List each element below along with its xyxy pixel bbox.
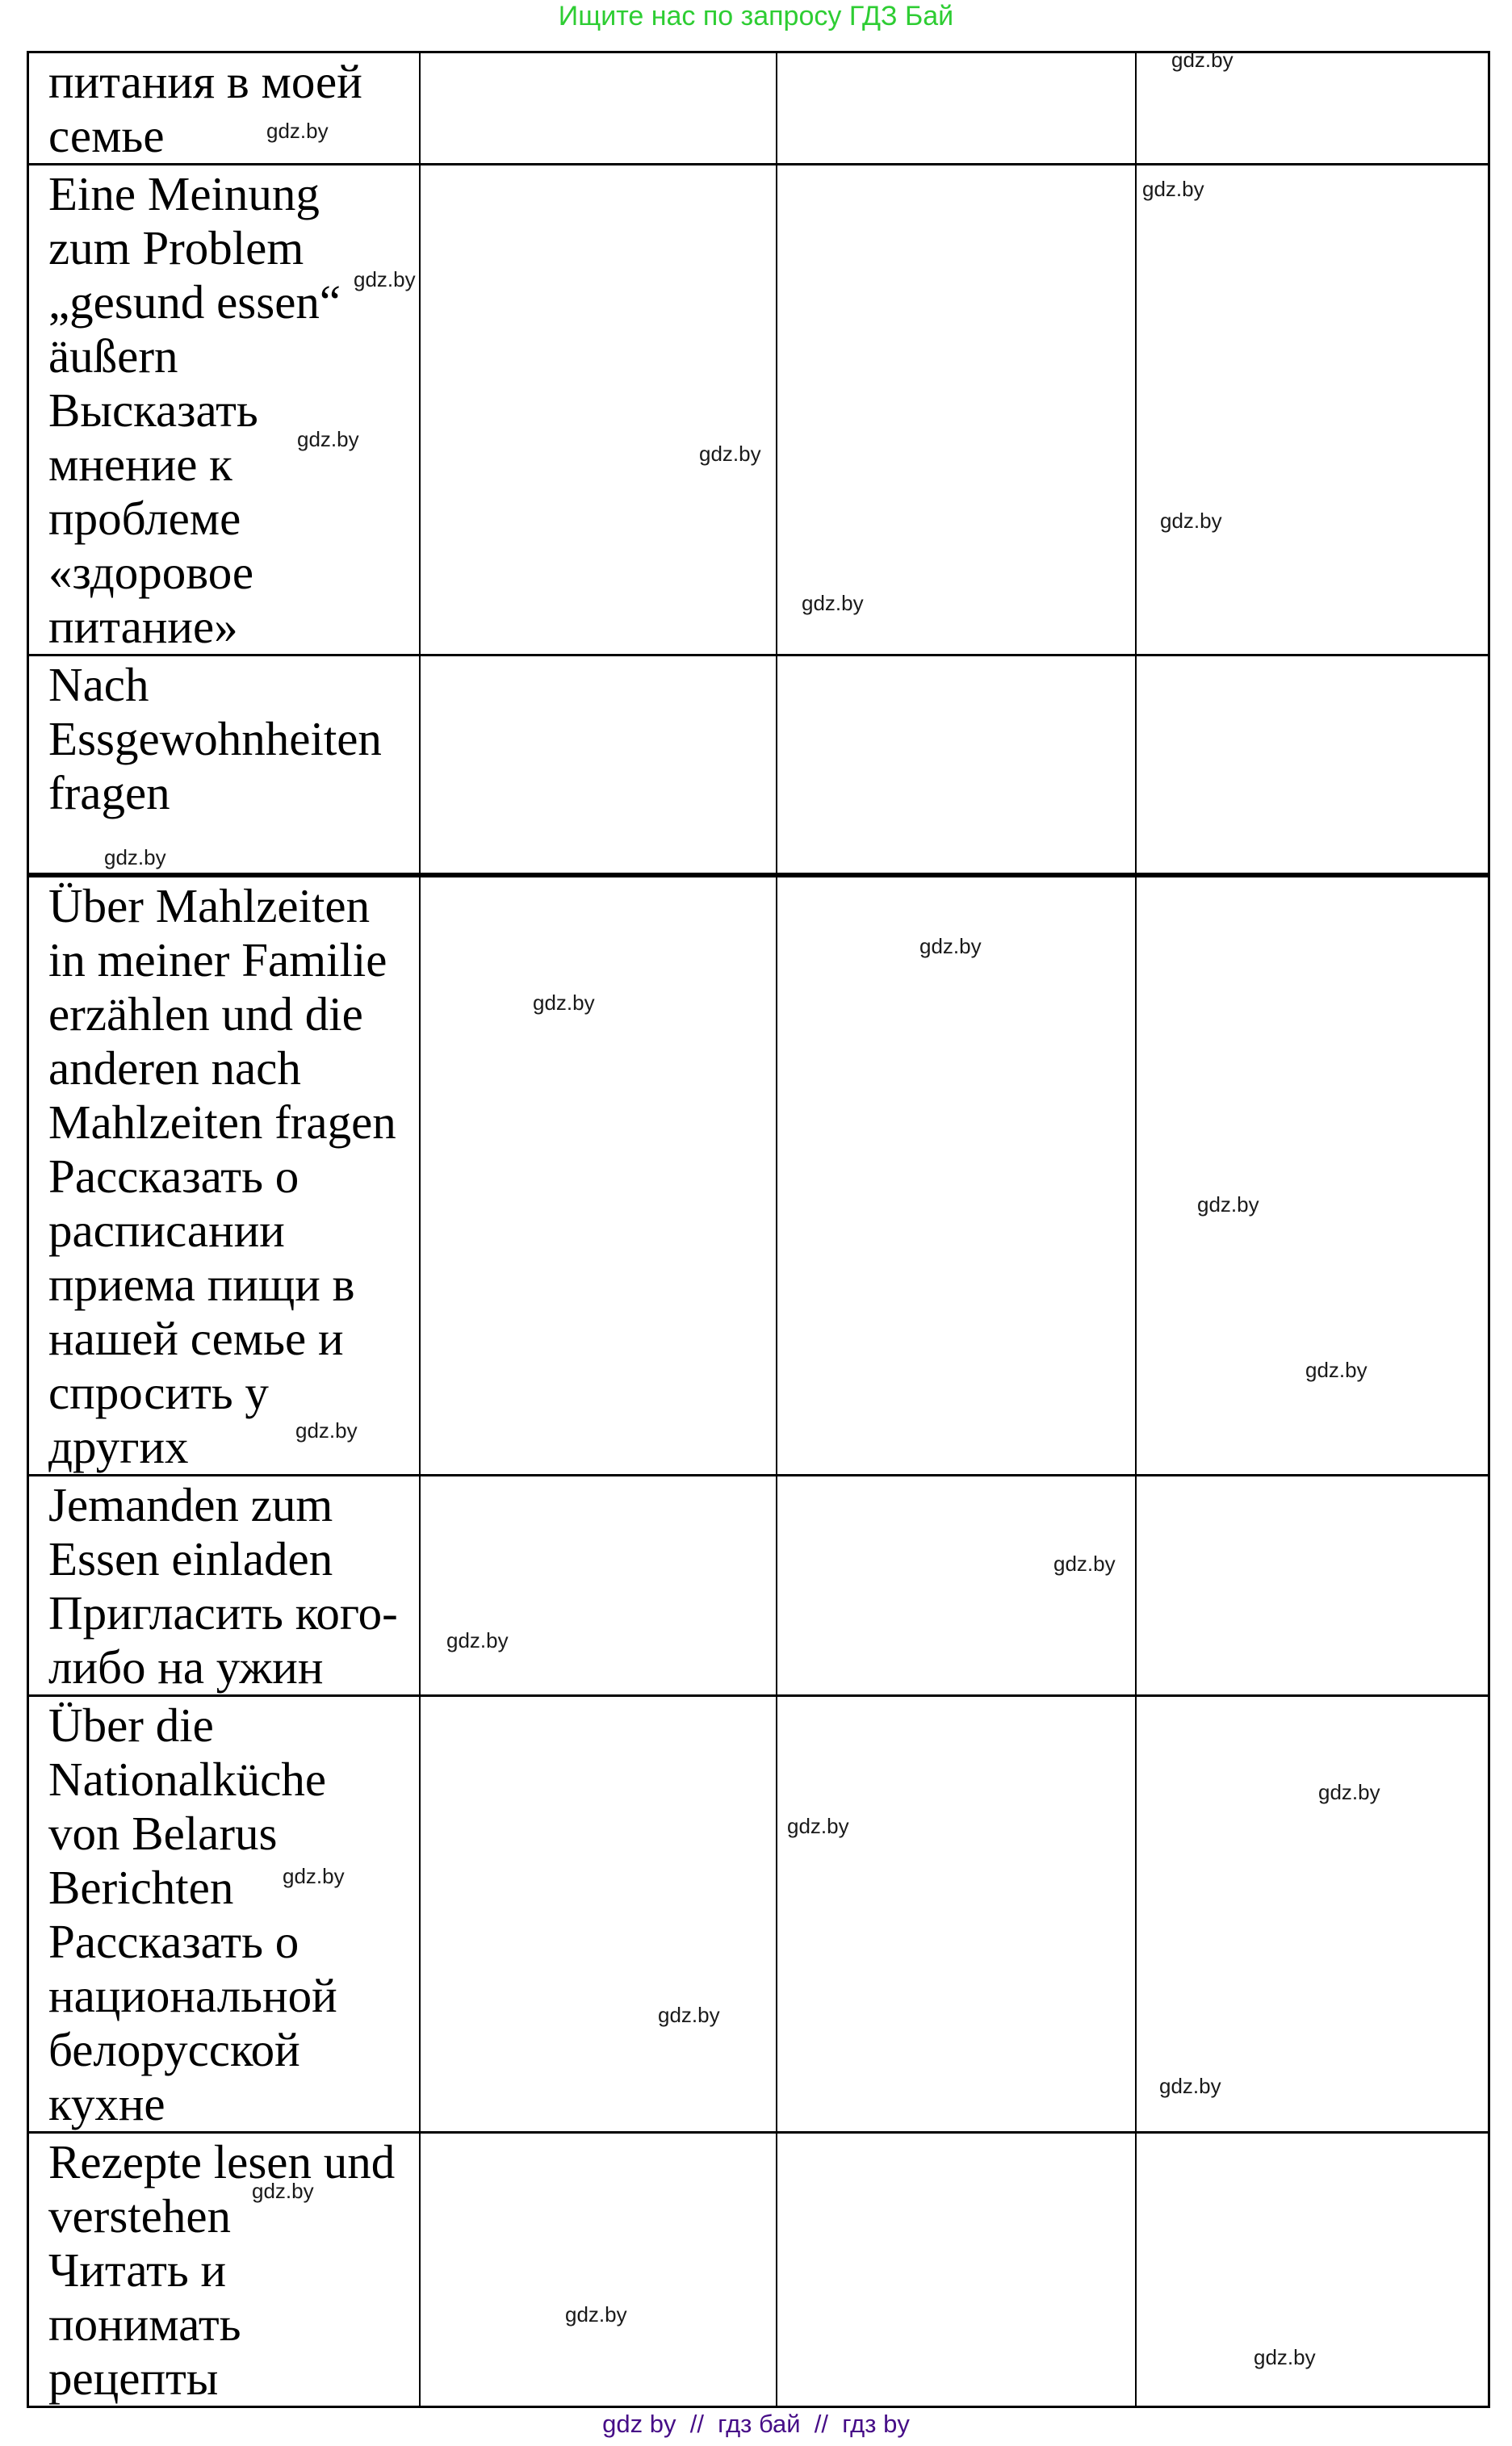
table-cell: [775, 872, 1137, 1476]
table-cell: [1134, 872, 1490, 1476]
table-cell: [418, 654, 777, 876]
table-cell: [1134, 51, 1490, 165]
table-cell: Jemanden zum Essen einladen Пригласить к…: [27, 1473, 421, 1697]
table-cell: [418, 872, 777, 1476]
table-cell: Eine Meinung zum Problem „gesund essen“ …: [27, 163, 421, 656]
table-cell: питания в моей семье: [27, 51, 421, 165]
table-row: Über die Nationalküche von Belarus Beric…: [27, 1694, 1490, 2134]
table-row: Eine Meinung zum Problem „gesund essen“ …: [27, 163, 1490, 656]
table-cell: [418, 51, 777, 165]
table-cell: Rezepte lesen und verstehen Читать и пон…: [27, 2130, 421, 2408]
table-row: питания в моей семье: [27, 51, 1490, 165]
schedule-table: питания в моей семье Eine Meinung zum Pr…: [27, 51, 1490, 2408]
table-cell: Nach Essgewohnheiten fragen: [27, 654, 421, 876]
table-cell: [1134, 654, 1490, 876]
table-row: Nach Essgewohnheiten fragen: [27, 654, 1490, 876]
table-cell: Über die Nationalküche von Belarus Beric…: [27, 1694, 421, 2134]
footer-text: gdz by // гдз бай // гдз by: [602, 2410, 910, 2438]
page-header-text: Ищите нас по запросу ГДЗ Бай: [558, 1, 954, 31]
table-cell: [1134, 2130, 1490, 2408]
table-cell: [418, 1694, 777, 2134]
table-cell: [775, 654, 1137, 876]
table-cell: [775, 163, 1137, 656]
table-row: Rezepte lesen und verstehen Читать и пон…: [27, 2130, 1490, 2408]
table-cell: [418, 2130, 777, 2408]
table-cell: [775, 1694, 1137, 2134]
table-cell: Über Mahlzeiten in meiner Familie erzähl…: [27, 872, 421, 1476]
table-cell: [775, 51, 1137, 165]
table-cell: [775, 2130, 1137, 2408]
table-cell: [1134, 163, 1490, 656]
table-cell: [418, 163, 777, 656]
table-cell: [418, 1473, 777, 1697]
table-row: Jemanden zum Essen einladen Пригласить к…: [27, 1473, 1490, 1697]
table-row: Über Mahlzeiten in meiner Familie erzähl…: [27, 872, 1490, 1476]
table-cell: [775, 1473, 1137, 1697]
table-cell: [1134, 1473, 1490, 1697]
table-cell: [1134, 1694, 1490, 2134]
